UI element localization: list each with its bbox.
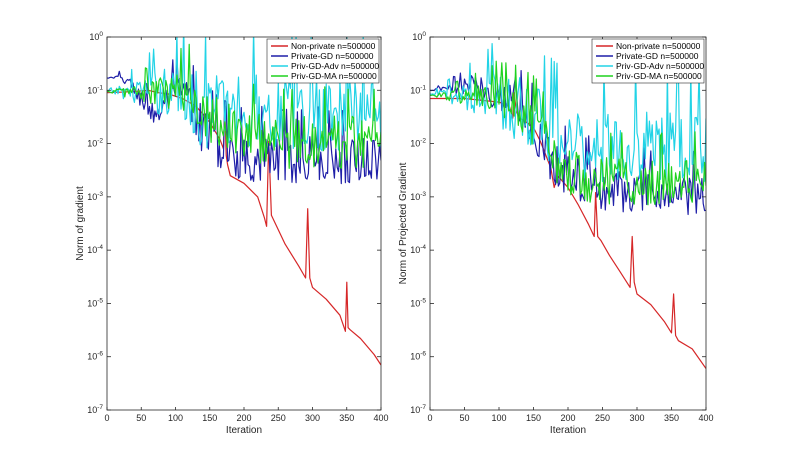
x-tick-label: 50 (136, 413, 146, 423)
y-tick-label: 10-7 (87, 404, 103, 415)
x-tick-label: 150 (202, 413, 217, 423)
y-tick-label: 10-1 (87, 84, 103, 95)
y-tick-label: 10-4 (410, 244, 426, 255)
series-line-non-private (430, 92, 706, 369)
x-tick-label: 0 (104, 413, 109, 423)
y-tick-label: 10-6 (87, 351, 103, 362)
x-tick-label: 400 (698, 413, 713, 423)
plot-area (107, 37, 381, 410)
x-tick-label: 150 (526, 413, 541, 423)
y-tick-label: 10-5 (410, 297, 426, 308)
legend-entry: Priv-GD-MA n=500000 (291, 71, 377, 81)
x-tick-label: 300 (629, 413, 644, 423)
x-tick-label: 0 (427, 413, 432, 423)
series-group (107, 37, 381, 366)
chart-panel-2: 0 50 100 150 200 250 300 350 400 10-7 10-6 10-5 10-4… (398, 31, 714, 436)
y-axis-label: Norm of gradient (75, 186, 86, 261)
legend-entry: Private-GD n=500000 (291, 51, 374, 61)
series-line-priv-gd-ma (107, 43, 381, 169)
series-line-priv-gd-ma (430, 60, 706, 206)
x-tick-label: 350 (664, 413, 679, 423)
chart-panel-1: 0 50 100 150 200 250 300 350 400 10-7 10-6 10-5 10-4… (75, 31, 389, 436)
series-line-private-gd (107, 56, 381, 185)
y-tick-label: 100 (89, 31, 103, 42)
x-tick-label: 250 (271, 413, 286, 423)
x-tick-label: 300 (305, 413, 320, 423)
y-tick-label: 10-3 (410, 191, 426, 202)
legend-entry: Non-private n=500000 (616, 41, 701, 51)
x-tick-label: 200 (236, 413, 251, 423)
legend-entry: Priv-GD-MA n=500000 (616, 71, 702, 81)
y-tick-label: 10-7 (410, 404, 426, 415)
x-tick-label: 50 (459, 413, 469, 423)
legend-entry: Private-GD n=500000 (616, 51, 699, 61)
legend-entry: Non-private n=500000 (291, 41, 376, 51)
y-tick-label: 10-2 (87, 138, 103, 149)
x-tick-label: 100 (491, 413, 506, 423)
series-group (430, 42, 706, 369)
x-axis-label: Iteration (226, 425, 262, 436)
y-axis-label: Norm of Projected Gradient (398, 162, 409, 284)
x-tick-label: 400 (373, 413, 388, 423)
y-tick-label: 10-1 (410, 84, 426, 95)
y-tick-label: 10-5 (87, 297, 103, 308)
y-tick-label: 10-3 (87, 191, 103, 202)
x-tick-label: 200 (560, 413, 575, 423)
x-tick-label: 350 (339, 413, 354, 423)
y-tick-label: 10-2 (410, 138, 426, 149)
y-tick-label: 100 (412, 31, 426, 42)
legend-entry: Priv-GD-Adv n=500000 (291, 61, 379, 71)
legend-entry: Priv-GD-Adv n=500000 (616, 61, 704, 71)
x-tick-label: 250 (595, 413, 610, 423)
x-axis-label: Iteration (550, 425, 586, 436)
series-line-priv-gd-adv (107, 37, 381, 152)
y-tick-label: 10-4 (87, 244, 103, 255)
x-tick-label: 100 (168, 413, 183, 423)
y-tick-label: 10-6 (410, 351, 426, 362)
